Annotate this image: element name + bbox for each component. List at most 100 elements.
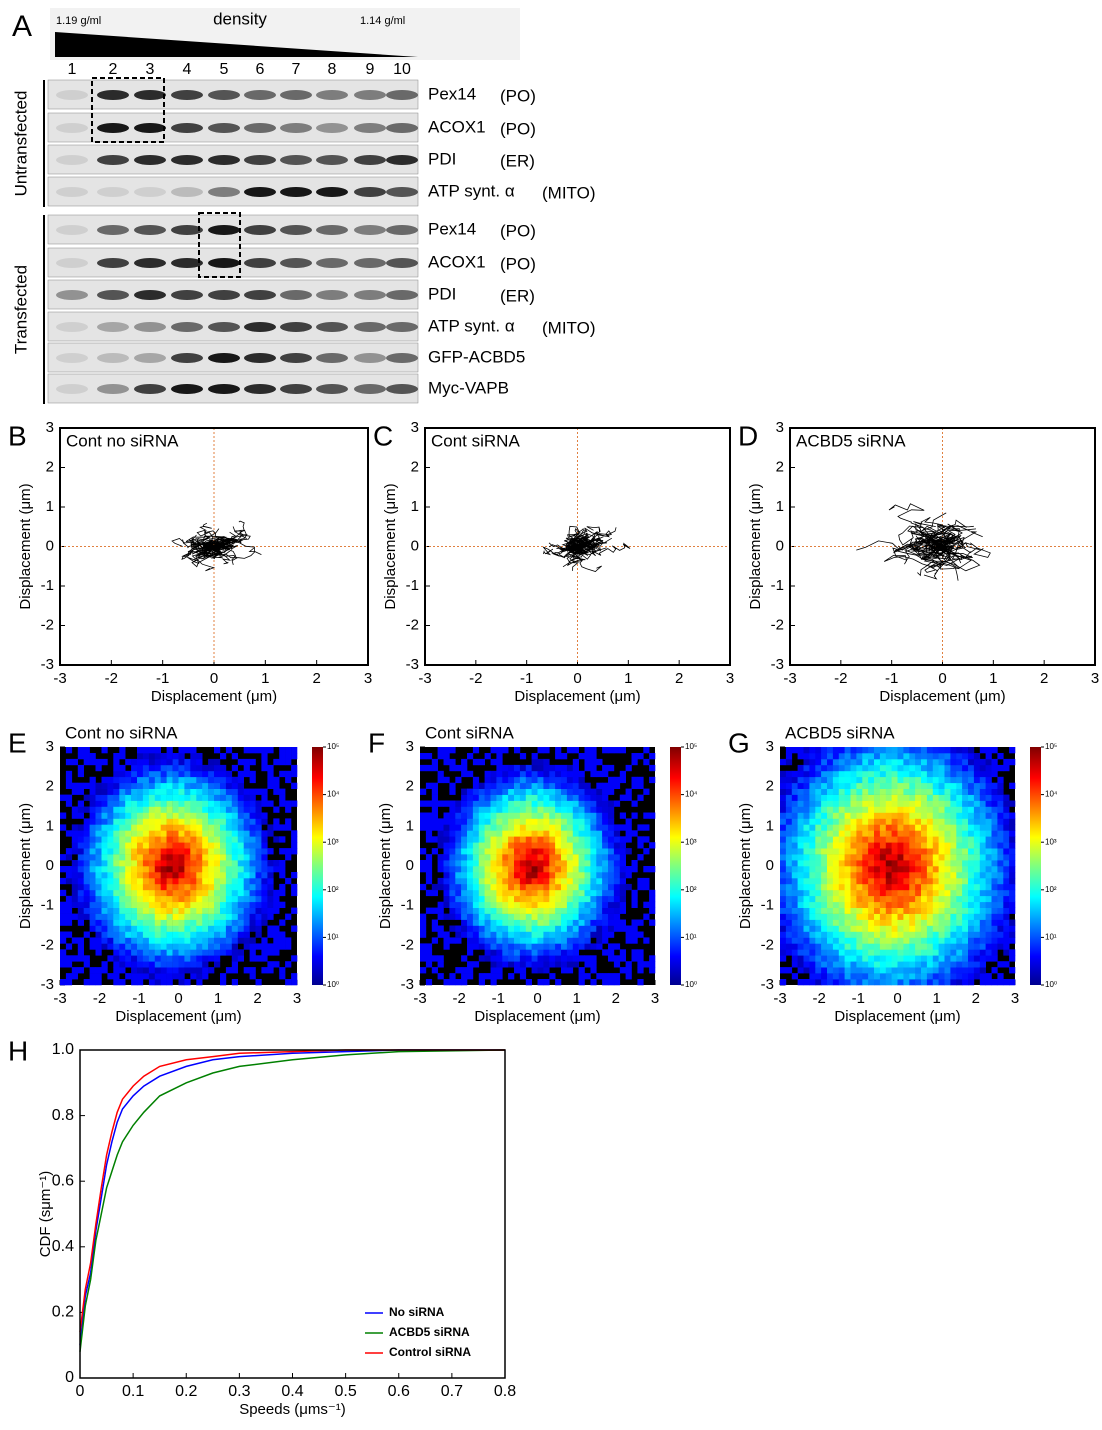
heatmap-cell [502, 842, 509, 849]
heatmap-cell [613, 872, 621, 879]
heatmap-cell [985, 907, 992, 914]
heatmap-cell [178, 848, 185, 855]
heatmap-cell [95, 943, 102, 950]
heatmap-cell [71, 883, 78, 891]
heatmap-cell [578, 925, 585, 932]
heatmap-cell [803, 854, 810, 861]
heatmap-cell [65, 973, 73, 980]
heatmap-cell [809, 806, 816, 813]
y-tick-label: 3 [46, 419, 54, 436]
heatmap-cell [909, 901, 916, 908]
blot-band [316, 225, 348, 235]
heatmap-cell [909, 872, 916, 879]
heatmap-cell [803, 812, 810, 819]
heatmap-cell [874, 854, 881, 861]
x-tick-label: -3 [783, 670, 796, 687]
heatmap-cell [985, 955, 992, 962]
heatmap-cell [874, 961, 881, 968]
heatmap-cell [231, 925, 238, 932]
heatmap-cell [490, 866, 497, 873]
blot-band [208, 258, 240, 268]
heatmap-cell [827, 866, 834, 873]
heatmap-cell [832, 919, 840, 926]
heatmap-cell [897, 753, 904, 760]
heatmap-cell [225, 824, 233, 831]
heatmap-cell [291, 770, 298, 778]
heatmap-cell [938, 919, 945, 926]
heatmap-cell [572, 949, 579, 956]
heatmap-cell [537, 883, 544, 891]
heatmap-cell [214, 913, 221, 920]
heatmap-cell [531, 919, 538, 926]
heatmap-cell [190, 961, 197, 968]
heatmap-cell [202, 895, 209, 903]
heatmap-cell [649, 842, 656, 849]
heatmap-cell [214, 770, 221, 778]
heatmap-cell [178, 913, 185, 920]
heatmap-cell [178, 979, 185, 986]
heatmap-cell [897, 907, 904, 914]
heatmap-cell [821, 979, 828, 986]
heatmap-cell [973, 961, 981, 968]
heatmap-cell [850, 836, 857, 843]
heatmap-cell [461, 848, 468, 855]
heatmap-cell [549, 770, 556, 778]
heatmap-cell [850, 877, 857, 885]
heatmap-cell [838, 854, 845, 861]
heatmap-cell [613, 782, 621, 789]
heatmap-cell [815, 824, 822, 831]
heatmap-cell [891, 973, 898, 980]
heatmap-cell [590, 961, 597, 968]
heatmap-cell [472, 901, 480, 908]
heatmap-cell [856, 800, 863, 807]
panel-title: ACBD5 siRNA [796, 431, 906, 450]
heatmap-cell [909, 907, 916, 914]
heatmap-cell [83, 931, 90, 938]
heatmap-cell [803, 931, 810, 938]
heatmap-cell [148, 758, 156, 766]
heatmap-cell [803, 961, 810, 968]
heatmap-cell [154, 830, 161, 837]
heatmap-cell [921, 913, 928, 920]
heatmap-cell [903, 872, 910, 879]
heatmap-cell [467, 818, 474, 825]
heatmap-cell [65, 854, 73, 861]
heatmap-cell [602, 883, 609, 891]
heatmap-cell [856, 842, 863, 849]
heatmap-cell [885, 770, 892, 778]
heatmap-cell [944, 753, 951, 760]
heatmap-cell [60, 907, 67, 914]
blot-band [97, 90, 129, 100]
heatmap-cell [1003, 901, 1010, 908]
heatmap-cell [484, 877, 491, 885]
heatmap-cell [142, 913, 150, 920]
heatmap-cell [973, 883, 981, 891]
heatmap-cell [243, 747, 250, 754]
heatmap-cell [77, 877, 84, 885]
heatmap-cell [844, 747, 851, 754]
heatmap-cell [985, 883, 992, 891]
heatmap-cell [862, 877, 869, 885]
heatmap-cell [107, 824, 114, 831]
heatmap-cell [214, 877, 221, 885]
panel-title: Cont siRNA [431, 431, 520, 450]
heatmap-cell [543, 889, 550, 897]
heatmap-cell [797, 764, 804, 772]
heatmap-cell [425, 877, 433, 885]
heatmap-cell [279, 883, 286, 891]
heatmap-cell [543, 800, 550, 807]
heatmap-cell [107, 889, 114, 897]
heatmap-cell [844, 895, 851, 903]
heatmap-cell [261, 937, 268, 944]
heatmap-cell [991, 866, 998, 873]
heatmap-cell [856, 836, 863, 843]
heatmap-cell [885, 943, 892, 950]
heatmap-cell [856, 925, 863, 932]
heatmap-cell [131, 961, 138, 968]
heatmap-cell [932, 776, 939, 784]
heatmap-cell [443, 812, 450, 819]
heatmap-cell [643, 961, 650, 968]
heatmap-cell [420, 788, 427, 795]
heatmap-cell [903, 806, 910, 813]
heatmap-cell [496, 931, 503, 938]
